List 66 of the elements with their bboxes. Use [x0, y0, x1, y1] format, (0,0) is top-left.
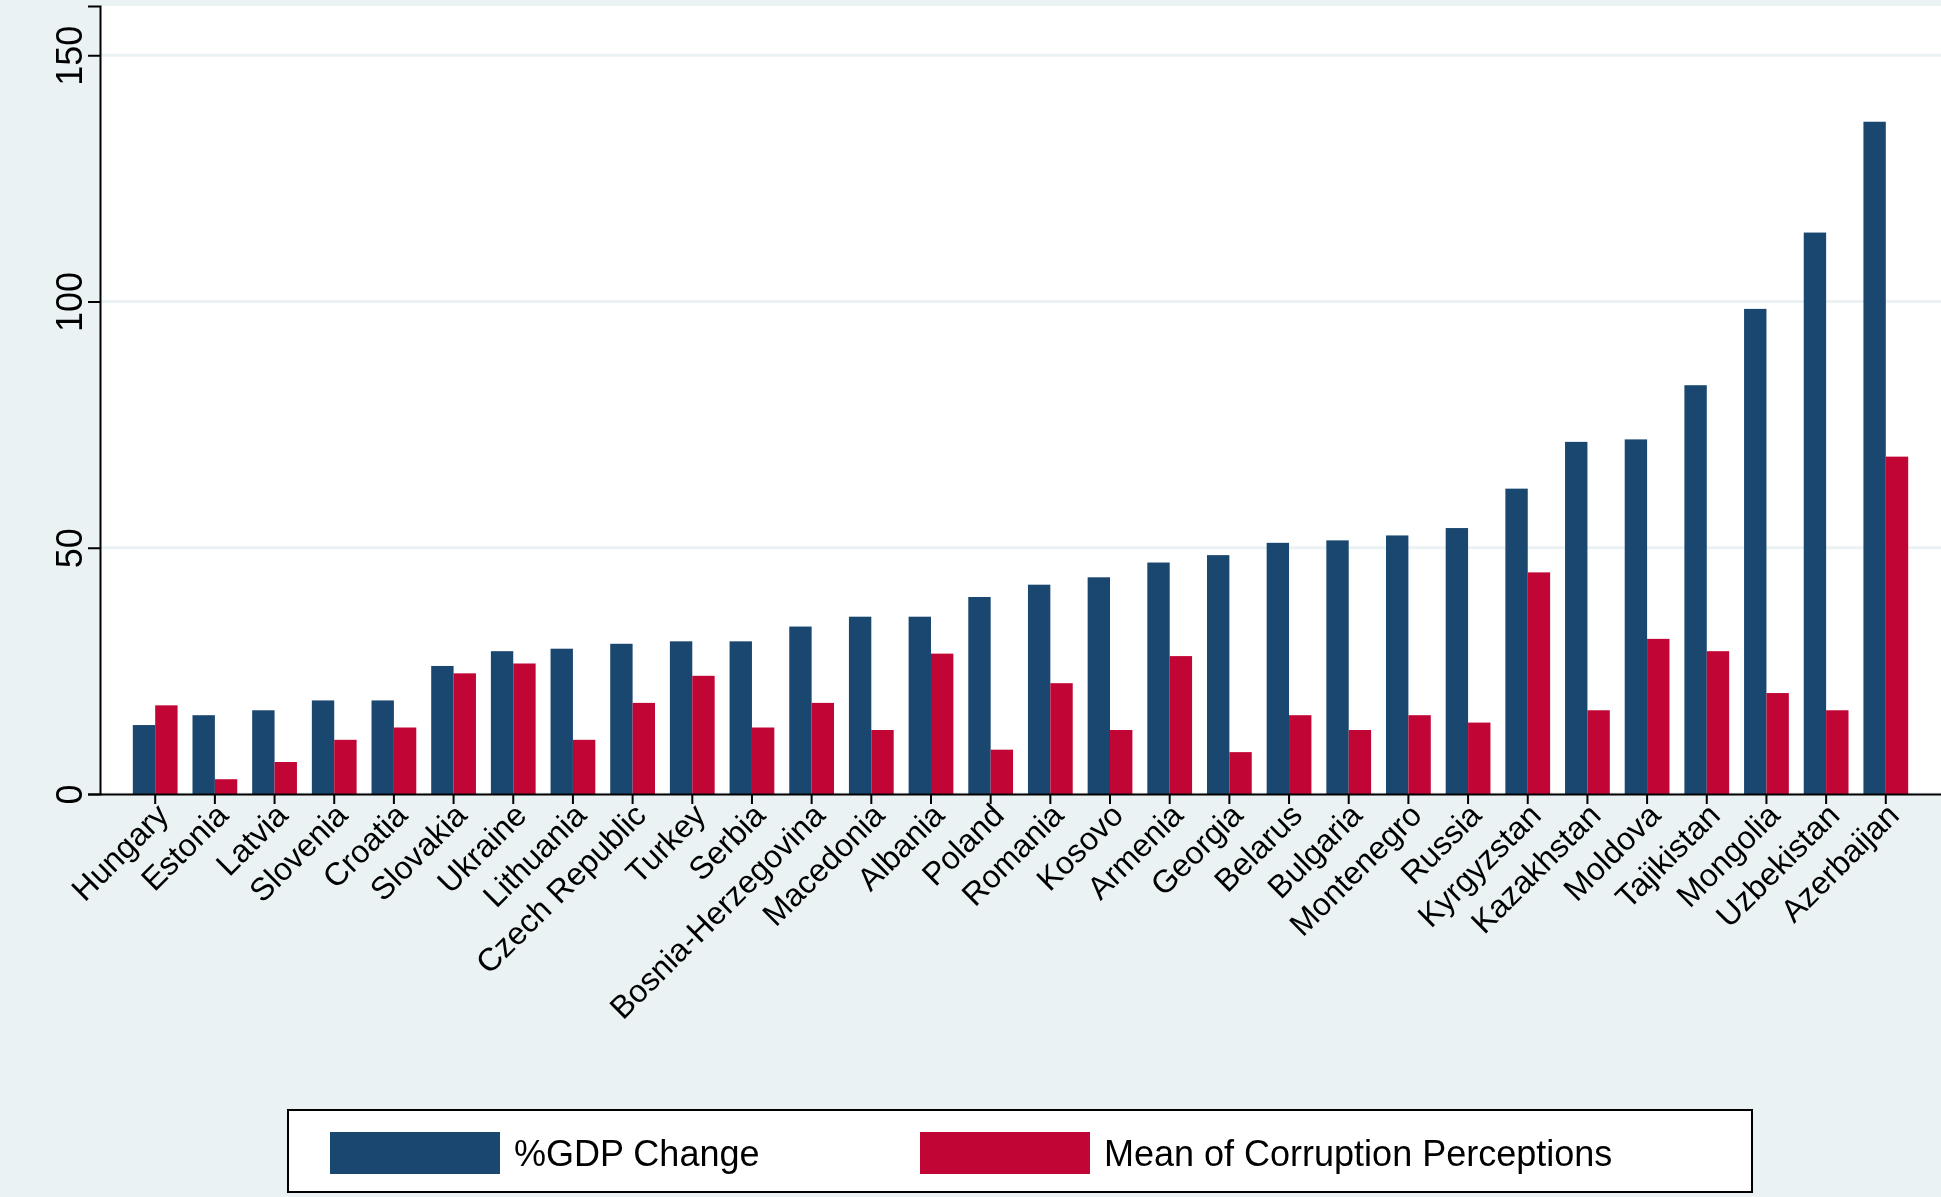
bar — [1706, 651, 1730, 794]
bar — [990, 749, 1014, 794]
bar — [192, 715, 215, 794]
bar — [1050, 683, 1073, 794]
bar — [1505, 488, 1528, 794]
bar — [930, 653, 954, 794]
bar — [1027, 584, 1051, 794]
bar — [1289, 715, 1312, 794]
bar — [1587, 710, 1610, 794]
bar — [1565, 441, 1588, 794]
bar — [1744, 308, 1767, 794]
y-tick-label: 50 — [49, 528, 90, 569]
bar — [1348, 729, 1372, 794]
bar — [311, 700, 335, 794]
legend-label: Mean of Corruption Perceptions — [1104, 1132, 1613, 1174]
bar — [1766, 693, 1789, 794]
bar — [393, 727, 417, 794]
bar — [1445, 528, 1469, 794]
bar — [1266, 542, 1290, 794]
bar — [1468, 722, 1491, 794]
bar — [692, 675, 715, 794]
bar — [513, 663, 536, 794]
bar — [1624, 439, 1648, 794]
y-tick-label: 100 — [49, 271, 90, 333]
bar — [1087, 577, 1111, 794]
bar — [1169, 656, 1193, 794]
bar — [252, 710, 275, 794]
y-tick-label: 0 — [49, 784, 90, 805]
bar — [274, 761, 297, 794]
bar — [1647, 638, 1670, 794]
bar — [848, 616, 872, 794]
bar — [1803, 232, 1827, 794]
bar — [729, 641, 752, 794]
bar — [1206, 555, 1230, 794]
bar — [669, 641, 693, 794]
bar — [1684, 385, 1707, 794]
bar — [610, 643, 633, 794]
bar — [1408, 715, 1431, 794]
bar — [632, 702, 655, 794]
bar — [751, 727, 775, 794]
bar — [811, 702, 835, 794]
bar — [1326, 540, 1349, 794]
bar — [572, 739, 596, 794]
legend-label: %GDP Change — [514, 1132, 760, 1174]
y-tick-label: 150 — [49, 25, 90, 86]
bar — [1826, 710, 1849, 794]
bar — [1110, 729, 1133, 794]
bar — [871, 729, 894, 794]
bar — [789, 626, 812, 794]
bar — [1147, 562, 1170, 794]
bar — [490, 651, 514, 794]
bar — [1863, 121, 1886, 794]
bar — [371, 700, 394, 794]
bar — [334, 739, 357, 794]
bar — [908, 616, 931, 794]
bar — [1527, 572, 1551, 794]
bar — [132, 725, 156, 794]
bar — [214, 779, 238, 794]
bar — [431, 665, 454, 794]
bar — [968, 597, 991, 794]
bar — [1885, 456, 1909, 794]
bar — [1229, 752, 1252, 794]
bar — [453, 673, 476, 794]
bar — [550, 648, 573, 794]
bar — [155, 705, 178, 794]
bar — [1386, 535, 1409, 794]
